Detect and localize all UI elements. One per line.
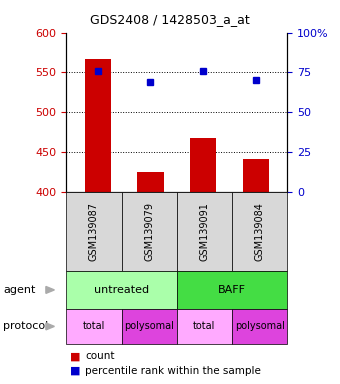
Text: GSM139079: GSM139079 — [144, 202, 154, 261]
Text: GSM139091: GSM139091 — [200, 202, 209, 261]
Bar — [242, 159, 269, 192]
Text: untreated: untreated — [94, 285, 149, 295]
Bar — [137, 172, 164, 192]
Text: GSM139084: GSM139084 — [255, 202, 265, 261]
Text: protocol: protocol — [3, 321, 49, 331]
Text: GDS2408 / 1428503_a_at: GDS2408 / 1428503_a_at — [90, 13, 250, 26]
Text: total: total — [83, 321, 105, 331]
Text: percentile rank within the sample: percentile rank within the sample — [85, 366, 261, 376]
Bar — [190, 138, 216, 192]
Text: BAFF: BAFF — [218, 285, 246, 295]
Text: count: count — [85, 351, 115, 361]
Text: agent: agent — [3, 285, 36, 295]
Text: total: total — [193, 321, 216, 331]
Bar — [85, 59, 111, 192]
Text: ■: ■ — [70, 351, 80, 361]
Text: polysomal: polysomal — [124, 321, 174, 331]
Text: ■: ■ — [70, 366, 80, 376]
Text: polysomal: polysomal — [235, 321, 285, 331]
Text: GSM139087: GSM139087 — [89, 202, 99, 261]
